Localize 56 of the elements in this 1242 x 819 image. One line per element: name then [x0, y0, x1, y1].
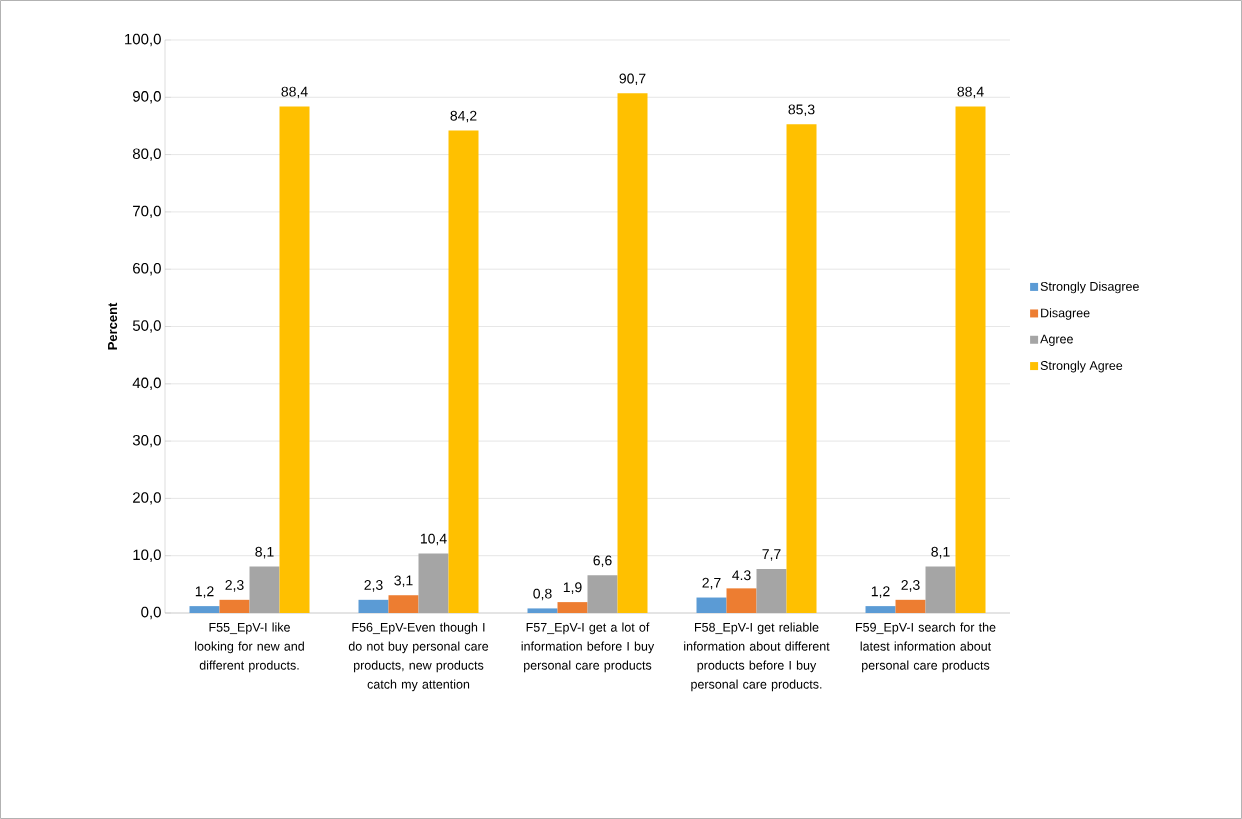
data-label: 1,2: [195, 586, 214, 598]
legend-label: Agree: [1040, 334, 1073, 346]
data-label: 2,3: [901, 580, 920, 592]
data-label: 88,4: [281, 86, 308, 99]
x-tick-label: F58_EpV-I get reliable information about different products before I buy personal care products.: [684, 622, 830, 692]
data-label: 1,9: [563, 582, 582, 594]
y-tick-label: 70,0: [133, 205, 161, 219]
bar: [895, 599, 926, 613]
y-tick-label: 40,0: [132, 377, 161, 390]
data-label: 88,4: [957, 86, 984, 99]
data-label: 85,3: [788, 104, 815, 117]
bar: [448, 130, 479, 613]
bar: [279, 106, 310, 613]
data-label: 4.3: [732, 570, 751, 581]
data-label: 3,1: [394, 575, 413, 588]
y-tick-label: 0,0: [141, 606, 161, 620]
x-tick-label: F56_EpV-Even though I do not buy personal care products, new products catch my attention: [348, 622, 489, 692]
bar: [358, 599, 389, 613]
bar: [955, 106, 986, 613]
data-label: 90,7: [619, 73, 646, 86]
legend-label: Disagree: [1041, 308, 1090, 320]
data-label: 84,2: [450, 110, 477, 123]
bar: [617, 93, 648, 613]
legend-label: Strongly Agree: [1040, 360, 1123, 373]
data-label: 8,1: [255, 546, 274, 559]
x-tick-label: F55_EpV-I like looking for new and different products.: [195, 622, 304, 673]
data-label: 2,3: [225, 580, 244, 592]
y-axis-title: Percent: [108, 302, 118, 350]
y-tick-label: 30,0: [132, 434, 161, 448]
bar: [696, 597, 727, 613]
bar: [527, 608, 558, 613]
y-tick-label: 20,0: [133, 492, 161, 505]
x-tick-label: F57_EpV-I get a lot of information before I buy personal care products: [521, 622, 655, 673]
bar: [726, 588, 757, 613]
y-tick-label: 100,0: [125, 33, 161, 47]
data-label: 6,6: [593, 555, 612, 567]
data-label: 8,1: [931, 546, 950, 559]
bar: [557, 602, 588, 613]
y-tick-label: 60,0: [133, 263, 161, 276]
y-tick-label: 80,0: [132, 148, 161, 161]
y-tick-label: 50,0: [132, 320, 161, 333]
data-label: 7,7: [762, 549, 781, 561]
x-tick-label: F59_EpV-I search for the latest information about personal care products: [856, 622, 996, 673]
data-label: 2,3: [364, 580, 383, 592]
y-tick-label: 10,0: [133, 549, 161, 562]
bar: [865, 606, 896, 613]
legend-label: Strongly Disagree: [1040, 281, 1139, 294]
bar: [219, 599, 250, 613]
data-label: 10,4: [420, 533, 447, 546]
data-label: 1,2: [871, 586, 890, 598]
bar: [388, 595, 419, 613]
data-label: 0,8: [533, 588, 552, 601]
bar: [189, 606, 220, 613]
bar: [786, 124, 817, 613]
data-label: 2,7: [702, 577, 721, 590]
y-tick-label: 90,0: [132, 91, 161, 104]
